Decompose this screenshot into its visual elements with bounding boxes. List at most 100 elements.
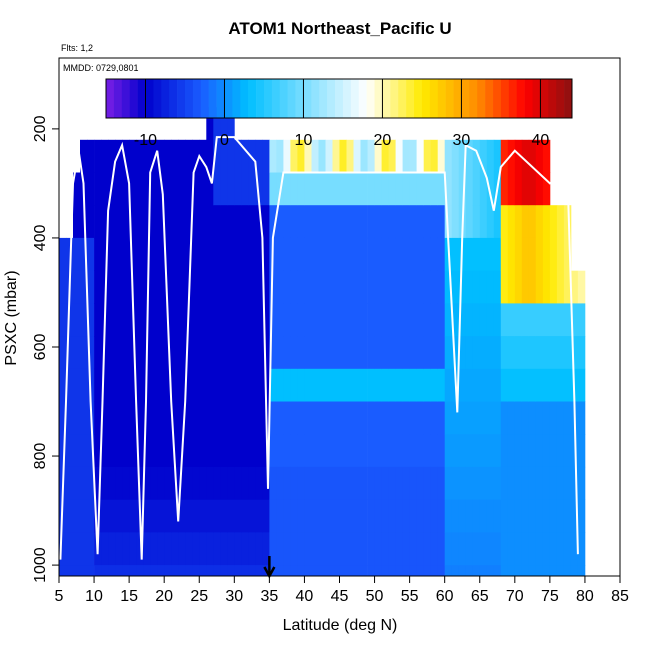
heatmap-cell: [220, 172, 228, 206]
heatmap-cell: [143, 401, 151, 435]
heatmap-cell: [234, 466, 242, 500]
heatmap-cell: [507, 139, 516, 173]
heatmap-cell: [108, 565, 116, 577]
heatmap-cell: [73, 172, 81, 206]
heatmap-cell: [528, 205, 537, 239]
heatmap-cell: [437, 205, 446, 239]
heatmap-cell: [199, 565, 207, 577]
heatmap-cell: [164, 532, 172, 566]
heatmap-cell: [269, 499, 277, 533]
colorbar-segment: [319, 79, 328, 118]
heatmap-cell: [458, 172, 467, 206]
heatmap-cell: [178, 499, 186, 533]
heatmap-cell: [486, 139, 495, 173]
heatmap-cell: [423, 401, 432, 435]
heatmap-cell: [199, 303, 207, 337]
heatmap-cell: [290, 270, 298, 304]
heatmap-cell: [493, 466, 502, 500]
heatmap-cell: [451, 532, 460, 566]
heatmap-cell: [514, 499, 523, 533]
heatmap-cell: [416, 466, 424, 500]
heatmap-cell: [157, 368, 165, 402]
heatmap-cell: [206, 139, 214, 173]
colorbar-tick-label: 10: [295, 132, 313, 149]
heatmap-cell: [248, 466, 256, 500]
heatmap-cell: [199, 270, 207, 304]
heatmap-cell: [290, 303, 298, 337]
heatmap-cell: [577, 532, 586, 566]
heatmap-cell: [136, 532, 144, 566]
heatmap-cell: [535, 401, 544, 435]
heatmap-cell: [430, 336, 439, 370]
heatmap-cell: [346, 368, 354, 402]
heatmap-cell: [409, 139, 417, 173]
heatmap-cell: [486, 565, 495, 577]
heatmap-cell: [556, 205, 565, 239]
heatmap-cell: [206, 270, 214, 304]
heatmap-cell: [234, 336, 242, 370]
heatmap-cell: [430, 499, 439, 533]
heatmap-cell: [80, 139, 88, 173]
y-tick-label: 200: [32, 115, 49, 142]
colorbar-tick-label: 0: [220, 132, 229, 149]
colorbar-segment: [192, 79, 202, 118]
heatmap-cell: [318, 336, 326, 370]
heatmap-cell: [283, 368, 291, 402]
heatmap-cell: [87, 532, 95, 566]
heatmap-cell: [94, 401, 102, 435]
heatmap-cell: [451, 237, 460, 271]
heatmap-cell: [514, 336, 523, 370]
heatmap-cell: [388, 368, 396, 402]
heatmap-cell: [430, 205, 439, 239]
heatmap-cell: [353, 565, 361, 577]
heatmap-cell: [283, 336, 291, 370]
heatmap-cell: [514, 270, 523, 304]
heatmap-cell: [493, 368, 502, 402]
heatmap-cell: [437, 368, 446, 402]
colorbar-segment: [169, 79, 178, 118]
heatmap-cell: [430, 270, 439, 304]
heatmap-cell: [101, 205, 109, 239]
heatmap-cell: [122, 270, 130, 304]
heatmap-cell: [318, 139, 326, 173]
heatmap-cell: [528, 270, 537, 304]
heatmap-cell: [255, 499, 263, 533]
heatmap-cell: [304, 303, 312, 337]
heatmap-cell: [549, 237, 558, 271]
heatmap-cell: [388, 172, 396, 206]
heatmap-cell: [213, 434, 221, 468]
heatmap-cell: [535, 205, 544, 239]
heatmap-cell: [115, 205, 123, 239]
heatmap-cell: [381, 466, 389, 500]
heatmap-cell: [339, 205, 347, 239]
heatmap-cell: [535, 565, 544, 577]
heatmap-cell: [206, 499, 214, 533]
heatmap-cell: [129, 532, 137, 566]
heatmap-cell: [339, 172, 347, 206]
heatmap-cell: [437, 466, 446, 500]
heatmap-cell: [143, 205, 151, 239]
heatmap-cell: [227, 237, 235, 271]
heatmap-cell: [423, 434, 432, 468]
heatmap-cell: [192, 237, 200, 271]
heatmap-cell: [339, 336, 347, 370]
heatmap-cell: [549, 303, 558, 337]
heatmap-cell: [87, 172, 95, 206]
heatmap-cell: [451, 401, 460, 435]
heatmap-cell: [115, 368, 123, 402]
heatmap-cell: [444, 205, 453, 239]
heatmap-cell: [381, 139, 389, 173]
y-axis: 200 400 600 800 1000: [32, 115, 59, 583]
heatmap-cell: [416, 336, 424, 370]
heatmap-cell: [500, 139, 509, 173]
heatmap-cell: [528, 466, 537, 500]
heatmap-cell: [227, 303, 235, 337]
heatmap-cell: [101, 172, 109, 206]
heatmap-cell: [500, 532, 509, 566]
heatmap-cell: [290, 205, 298, 239]
heatmap-cell: [577, 565, 586, 577]
heatmap-cell: [213, 401, 221, 435]
heatmap-cell: [276, 303, 284, 337]
heatmap-cell: [416, 565, 424, 577]
heatmap-cell: [556, 303, 565, 337]
